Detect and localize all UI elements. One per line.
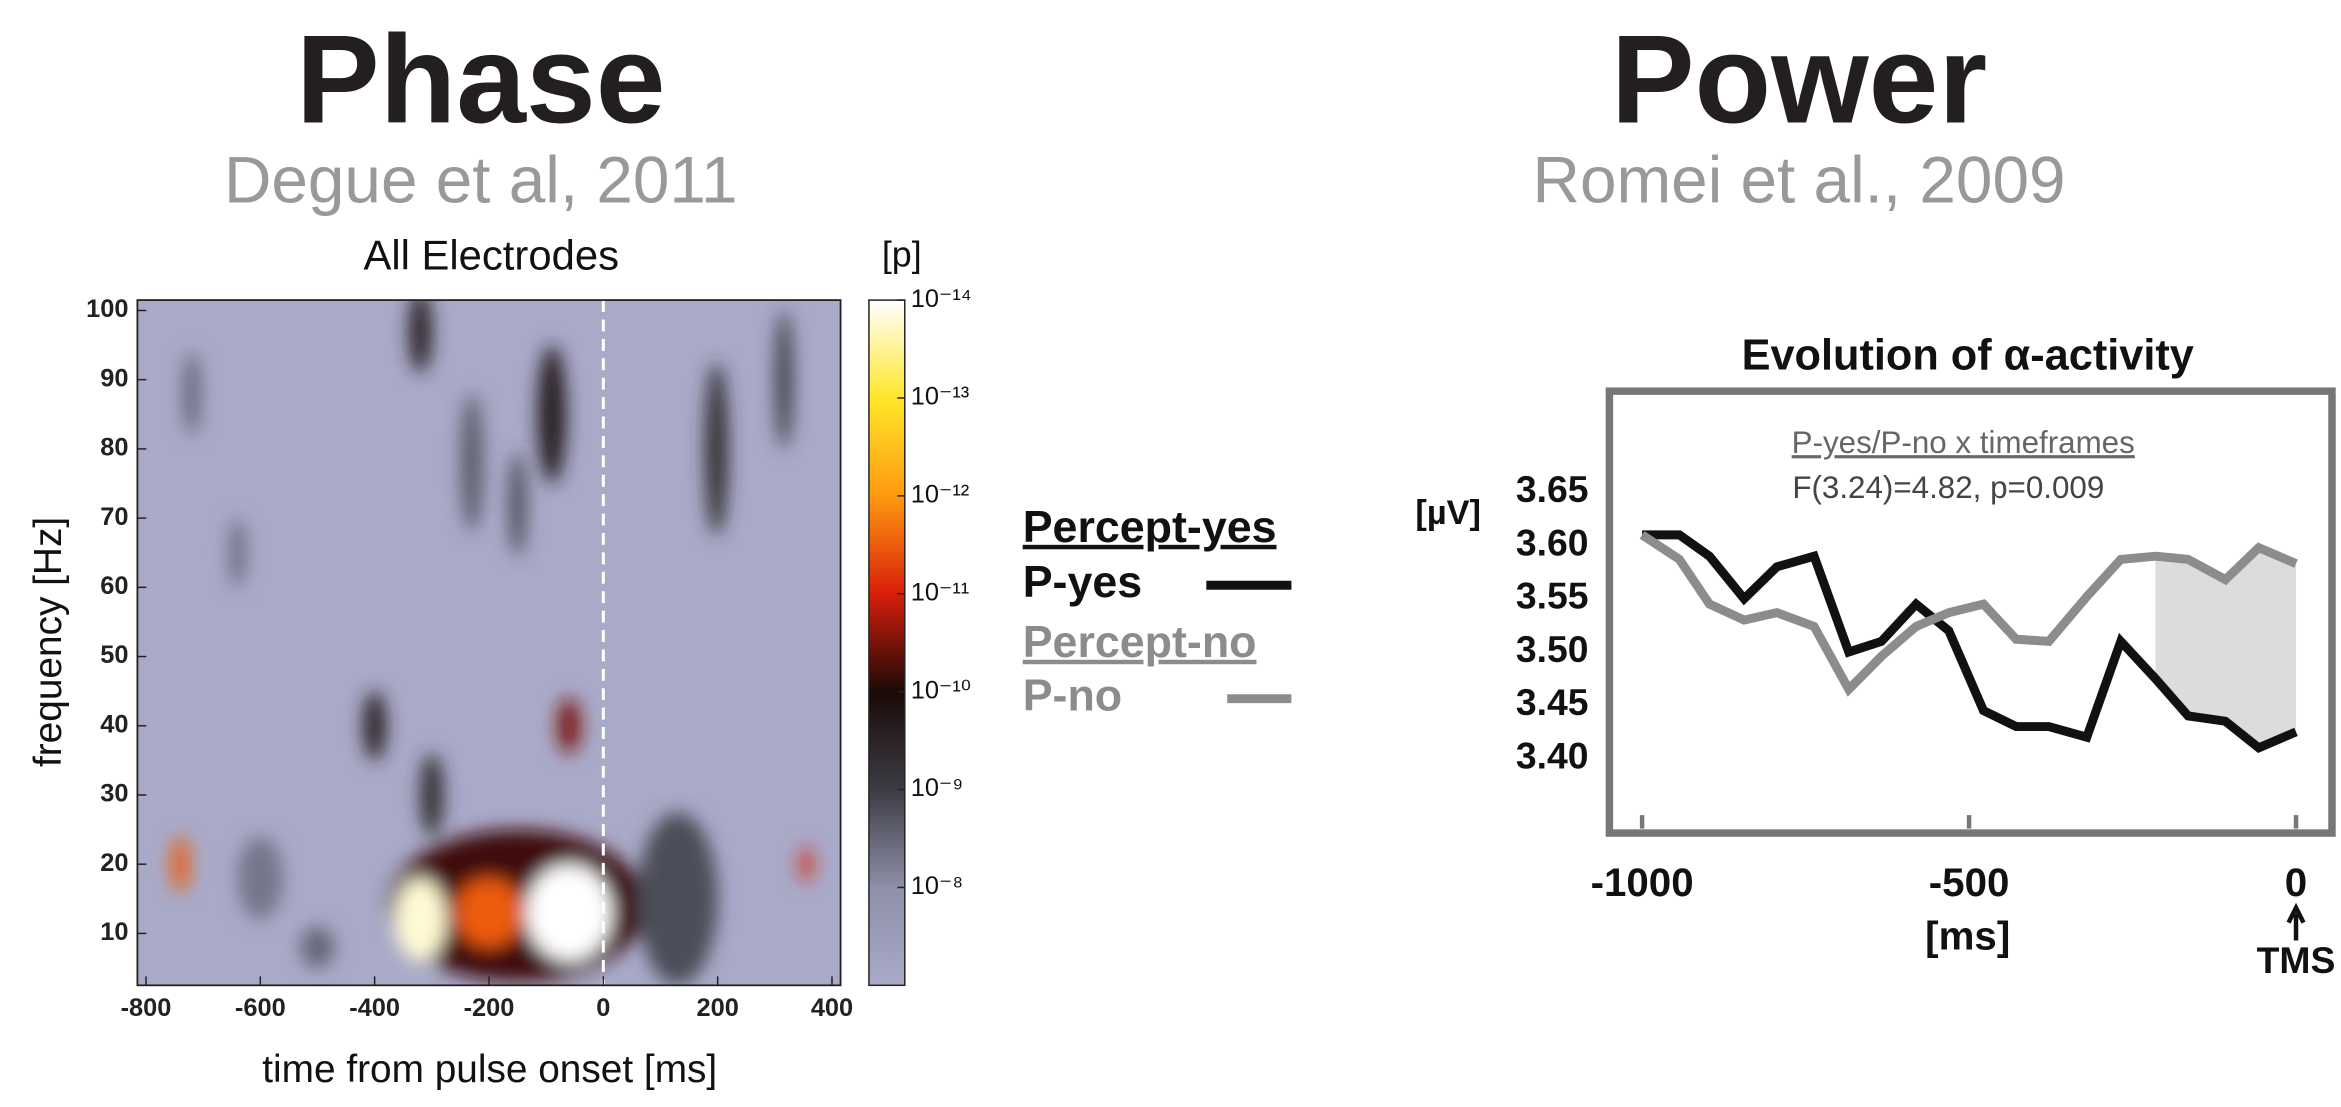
y-tick-label: 30 xyxy=(100,780,128,808)
citation: Degue et al, 2011 xyxy=(224,143,738,216)
chart-title: Evolution of α-activity xyxy=(1742,332,2194,380)
heat-spot xyxy=(237,837,283,920)
heat-spot xyxy=(409,290,432,373)
colorbar-label: [p] xyxy=(882,234,922,274)
x-tick-label: 0 xyxy=(596,994,610,1022)
legend-group: Percept-yes xyxy=(1023,502,1277,552)
x-tick-label: -200 xyxy=(464,994,515,1022)
y-axis-label: frequency [Hz] xyxy=(27,517,70,767)
heat-spot xyxy=(526,864,612,961)
y-tick-label: 40 xyxy=(100,710,128,738)
x-tick-label: 400 xyxy=(811,994,853,1022)
y-tick-label: 80 xyxy=(100,434,128,462)
y-tick-label: 50 xyxy=(100,641,128,669)
heat-spot xyxy=(705,362,728,535)
legend-group: Percept-no xyxy=(1023,617,1257,667)
y-tick-label: 3.55 xyxy=(1516,575,1589,617)
heat-spot xyxy=(300,926,334,968)
x-axis-label: [ms] xyxy=(1925,914,2010,959)
heat-spot xyxy=(509,452,526,556)
heat-spot xyxy=(538,345,567,483)
x-tick-label: -800 xyxy=(121,994,172,1022)
x-tick-label: -1000 xyxy=(1591,860,1694,905)
heat-spot xyxy=(801,847,812,882)
y-tick-label: 100 xyxy=(86,295,128,323)
y-tick-label: 60 xyxy=(100,572,128,600)
section-title: Power xyxy=(1611,9,1987,150)
colorbar xyxy=(869,300,905,985)
heat-spot xyxy=(420,753,443,836)
y-tick-label: 3.65 xyxy=(1516,468,1589,510)
line-chart: Evolution of α-activity P-yes/P-no x time… xyxy=(1415,332,2335,981)
marker-arrow xyxy=(2289,908,2304,941)
heat-spot xyxy=(183,352,200,435)
x-tick-label: 200 xyxy=(696,994,738,1022)
heat-spot xyxy=(395,878,446,961)
y-axis-label: [µV] xyxy=(1415,494,1481,532)
annotation-title: P-yes/P-no x timeframes xyxy=(1792,425,2135,460)
x-tick-label: -600 xyxy=(235,994,286,1022)
x-axis-label: time from pulse onset [ms] xyxy=(262,1048,717,1091)
x-tick-label: -400 xyxy=(349,994,400,1022)
y-tick-label: 3.60 xyxy=(1516,521,1589,563)
heat-spot xyxy=(460,394,483,532)
heat-spot xyxy=(172,837,189,892)
legend-label: P-yes xyxy=(1023,557,1142,607)
y-tick-label: 3.40 xyxy=(1516,734,1589,776)
slide: Phase Degue et al, 2011 Power Romei et a… xyxy=(0,0,2341,1107)
y-tick-label: 90 xyxy=(100,364,128,392)
x-tick-label: 0 xyxy=(2285,860,2307,905)
chart-title: All Electrodes xyxy=(363,231,619,278)
marker-label: TMS xyxy=(2257,939,2336,981)
colorbar-tick-label: 10⁻¹⁴ xyxy=(911,285,972,313)
heat-spot xyxy=(363,691,386,760)
heat-spot xyxy=(775,310,792,448)
legend-label: P-no xyxy=(1023,671,1122,721)
colorbar-tick-label: 10⁻⁹ xyxy=(911,774,963,802)
y-tick-label: 3.50 xyxy=(1516,628,1589,670)
heatmap-chart: All Electrodes -800 -600 -400 -200 0 200 400 10 2… xyxy=(27,231,972,1091)
heat-spot xyxy=(638,812,718,985)
y-tick-label: 3.45 xyxy=(1516,681,1589,723)
heat-spot xyxy=(455,878,524,947)
y-tick-label: 70 xyxy=(100,503,128,531)
heat-spot xyxy=(229,518,246,587)
colorbar-tick-label: 10⁻¹¹ xyxy=(911,578,969,606)
x-tick-label: -500 xyxy=(1929,860,2010,905)
y-tick-label: 20 xyxy=(100,849,128,877)
citation: Romei et al., 2009 xyxy=(1533,143,2066,216)
annotation: F(3.24)=4.82, p=0.009 xyxy=(1792,470,2104,505)
colorbar-tick-label: 10⁻⁸ xyxy=(911,872,963,900)
colorbar-tick-label: 10⁻¹⁰ xyxy=(911,676,971,704)
y-tick-label: 10 xyxy=(100,918,128,946)
section-title: Phase xyxy=(296,9,665,150)
heat-spot xyxy=(558,698,581,753)
colorbar-tick-label: 10⁻¹² xyxy=(911,481,969,509)
colorbar-tick-label: 10⁻¹³ xyxy=(911,383,969,411)
